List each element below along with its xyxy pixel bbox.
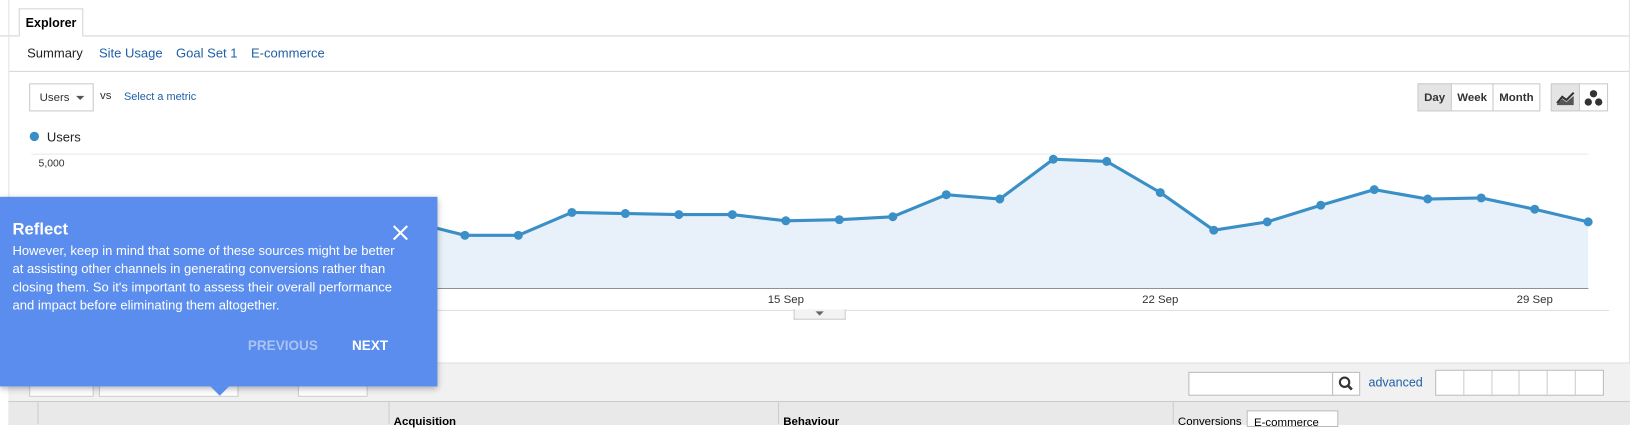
subtab-rule	[8, 70, 1630, 72]
icon	[1338, 376, 1353, 391]
column-header: Conversions	[1177, 415, 1242, 428]
point	[888, 212, 898, 222]
subtab[interactable]: E-commerce	[251, 45, 325, 61]
metric-dropdown[interactable]: Users	[29, 83, 94, 112]
next-button[interactable]: NEXT	[352, 337, 389, 354]
column-header: Behaviour	[783, 415, 840, 428]
period-button[interactable]: Week	[1450, 83, 1494, 112]
point	[1155, 188, 1165, 198]
tab[interactable]: Explorer	[18, 8, 84, 37]
tab-rule	[0, 35, 1630, 37]
point	[1476, 193, 1486, 203]
point	[674, 210, 684, 220]
point	[1423, 194, 1433, 204]
point	[1209, 225, 1219, 235]
column-header: Acquisition	[393, 415, 457, 428]
legend-label: Users	[47, 130, 81, 145]
col-rule	[778, 400, 780, 424]
point	[727, 210, 737, 220]
point	[941, 190, 951, 200]
view-button[interactable]	[1576, 371, 1603, 395]
col-rule	[1172, 400, 1174, 424]
point	[513, 230, 523, 240]
metric-label: Users	[39, 91, 70, 104]
close-button[interactable]	[392, 224, 411, 243]
col-rule	[37, 400, 39, 424]
advanced-link[interactable]: advanced	[1368, 374, 1423, 390]
view-switcher	[1435, 369, 1604, 396]
legend-dot	[29, 131, 40, 142]
x-tick-label: 29 Sep	[1517, 294, 1553, 306]
y-tick-label: 5,000	[39, 159, 65, 170]
point	[995, 194, 1005, 204]
point	[620, 209, 630, 219]
motion-chart-button[interactable]	[1578, 83, 1609, 112]
collapse-handle[interactable]	[793, 309, 846, 320]
point	[567, 207, 577, 217]
select-metric[interactable]: Select a metric	[123, 90, 197, 104]
subtab[interactable]: Goal Set 1	[176, 45, 238, 61]
period-button[interactable]: Day	[1417, 83, 1452, 112]
period-button[interactable]: Month	[1492, 83, 1541, 112]
vs-label: vs	[99, 89, 112, 103]
caret	[76, 95, 85, 104]
frame	[1628, 0, 1630, 363]
table-header	[8, 400, 1630, 425]
view-button[interactable]	[1492, 370, 1521, 395]
conversion-select[interactable]: E-commerce	[1246, 410, 1339, 428]
subtab[interactable]: Site Usage	[98, 45, 163, 61]
x-tick-label: 22 Sep	[1142, 294, 1178, 306]
popup-pointer	[210, 386, 230, 396]
point	[1102, 156, 1112, 166]
point	[1369, 185, 1379, 195]
point	[1583, 217, 1593, 227]
point	[1316, 200, 1326, 210]
previous-button[interactable]: PREVIOUS	[247, 337, 318, 354]
icon	[1584, 89, 1603, 106]
subtab[interactable]: Summary	[27, 45, 83, 61]
point	[834, 215, 844, 225]
point	[1530, 204, 1540, 214]
tour-popup: Reflect However, keep in mind that some …	[0, 196, 438, 396]
view-button[interactable]	[1520, 370, 1548, 395]
point	[460, 230, 470, 240]
point	[781, 216, 791, 226]
line-chart-button[interactable]	[1550, 83, 1580, 112]
view-button[interactable]	[1548, 370, 1576, 395]
popup-body: However, keep in mind that some of these…	[12, 243, 395, 313]
point	[1262, 217, 1272, 227]
search-box[interactable]	[1188, 371, 1335, 396]
icon	[1556, 91, 1575, 105]
x-tick-label: 15 Sep	[768, 294, 804, 306]
frame	[8, 0, 10, 363]
popup-title: Reflect	[12, 220, 69, 239]
search-button[interactable]	[1332, 371, 1361, 396]
col-rule	[388, 400, 390, 424]
view-button[interactable]	[1436, 370, 1465, 395]
view-button[interactable]	[1464, 370, 1493, 395]
point	[1048, 154, 1058, 164]
